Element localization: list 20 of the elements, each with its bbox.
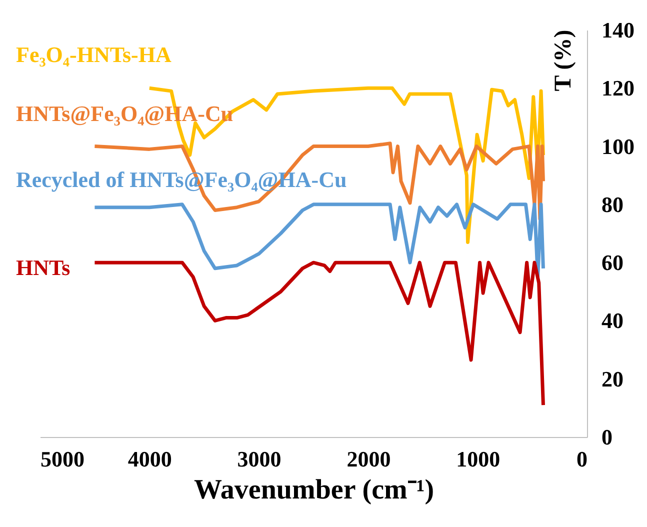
x-tick-label: 4000	[128, 446, 172, 472]
y-tick-label: 120	[602, 76, 634, 101]
x-tick-label: 3000	[237, 446, 282, 472]
line-series	[92, 260, 545, 407]
y-tick-label: 20	[602, 366, 624, 392]
line-series	[92, 202, 545, 279]
y-tick-label: 100	[602, 134, 634, 159]
x-tick-label: 2000	[346, 446, 391, 472]
x-tick-label: 5000	[40, 446, 84, 472]
y-axis-title: T (%)	[550, 30, 576, 92]
x-axis-title: Wavenumber (cm⁻¹)	[194, 474, 434, 506]
y-tick-label: 80	[602, 192, 624, 217]
x-tick-label: 1000	[456, 446, 500, 472]
series-label: Fe₃O₄-HNTs-HA	[16, 42, 172, 67]
y-tick-label: 0	[602, 424, 612, 450]
y-tick-label: 60	[602, 250, 624, 276]
y-tick-label: 140	[602, 18, 634, 42]
y-tick-label: 40	[602, 308, 624, 334]
x-tick-label: 0	[576, 446, 588, 472]
series-label: HNTs	[16, 255, 71, 280]
